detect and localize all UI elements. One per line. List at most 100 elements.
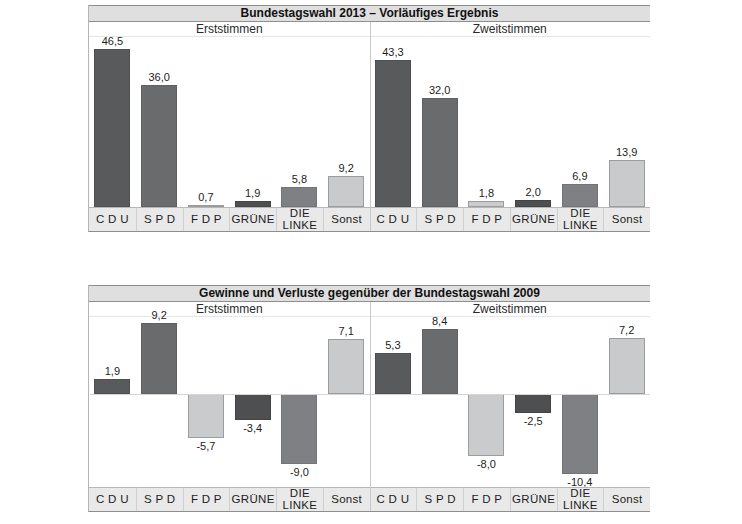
- category-label: C D U: [370, 207, 417, 231]
- bar: [141, 323, 177, 394]
- plot-cell: 8,4: [416, 317, 463, 487]
- category-label: Sonst: [603, 207, 650, 231]
- category-label: S P D: [416, 207, 463, 231]
- plot-cell: 1,8: [463, 37, 510, 207]
- panel-erststimmen: 1,99,2-5,7-3,4-9,07,1: [89, 317, 370, 487]
- category-column: Sonst: [323, 487, 370, 511]
- category-label: DIE LINKE: [276, 207, 323, 231]
- category-column: F D P: [463, 207, 510, 231]
- category-label: F D P: [463, 207, 510, 231]
- value-label: -9,0: [290, 466, 309, 478]
- category-column: DIE LINKE: [557, 487, 604, 511]
- panel-divider: [370, 302, 371, 511]
- category-label: C D U: [89, 207, 136, 231]
- category-label: C D U: [370, 487, 417, 511]
- plot-cell: 32,0: [416, 37, 463, 207]
- bar-column: 8,4: [416, 317, 463, 487]
- category-column: C D U: [370, 487, 417, 511]
- category-label: DIE LINKE: [276, 487, 323, 511]
- value-label: 8,4: [432, 315, 447, 327]
- bar: [609, 338, 645, 394]
- bar-column: 32,0: [416, 37, 463, 207]
- category-column: DIE LINKE: [276, 207, 323, 231]
- bar-column: -2,5: [510, 317, 557, 487]
- bar-column: 1,8: [463, 37, 510, 207]
- plot-cell: 0,7: [183, 37, 230, 207]
- category-column: C D U: [89, 207, 136, 231]
- category-column: F D P: [463, 487, 510, 511]
- value-label: 32,0: [429, 84, 450, 96]
- bar: [328, 176, 364, 207]
- category-band-erststimmen: C D US P DF D PGRÜNEDIE LINKESonst: [89, 207, 370, 231]
- bar: [422, 329, 458, 394]
- panel-title-erststimmen: Erststimmen: [89, 22, 370, 36]
- category-column: GRÜNE: [510, 487, 557, 511]
- panel-zweitstimmen: 5,3 8,4 -8,0 -2,5 -10,47,2: [370, 317, 651, 487]
- plot-cell: 5,8: [276, 37, 323, 207]
- bar-column: 0,7: [183, 37, 230, 207]
- category-column: F D P: [183, 487, 230, 511]
- value-label: 5,3: [385, 339, 400, 351]
- plot-cell: -9,0: [276, 317, 323, 487]
- panel-title-zweitstimmen: Zweitstimmen: [370, 22, 651, 36]
- category-label: GRÜNE: [229, 487, 276, 511]
- plot-cell: -3,4: [229, 317, 276, 487]
- value-label: 5,8: [292, 173, 307, 185]
- category-column: Sonst: [603, 207, 650, 231]
- chart-title: Gewinne und Verluste gegenüber der Bunde…: [89, 285, 650, 302]
- bar-column: -8,0: [463, 317, 510, 487]
- panel-divider: [370, 22, 371, 231]
- bar: [562, 394, 598, 474]
- category-column: GRÜNE: [229, 487, 276, 511]
- bar-column: 7,2: [603, 317, 650, 487]
- panel-erststimmen: 46,5 36,0 0,7 1,9 5,8 9,2: [89, 37, 370, 207]
- bar-column: 6,9: [557, 37, 604, 207]
- category-column: DIE LINKE: [276, 487, 323, 511]
- bar-column: 9,2: [323, 37, 370, 207]
- value-label: 7,1: [338, 325, 353, 337]
- bar: [94, 49, 130, 207]
- value-label: 36,0: [148, 71, 169, 83]
- category-column: S P D: [416, 207, 463, 231]
- plot-cell: 7,1: [323, 317, 370, 487]
- plot-cell: 36,0: [136, 37, 183, 207]
- category-column: GRÜNE: [510, 207, 557, 231]
- bar-column: -5,7: [183, 317, 230, 487]
- plot-cell: -2,5: [510, 317, 557, 487]
- category-label: S P D: [416, 487, 463, 511]
- value-label: 43,3: [382, 46, 403, 58]
- plot-cell: 46,5: [89, 37, 136, 207]
- plot-cell: 5,3: [370, 317, 417, 487]
- value-label: 1,9: [245, 187, 260, 199]
- category-column: DIE LINKE: [557, 207, 604, 231]
- bar: [515, 394, 551, 413]
- bar-column: -10,4: [557, 317, 604, 487]
- plot-cell: -8,0: [463, 317, 510, 487]
- category-band-erststimmen: C D US P DF D PGRÜNEDIE LINKESonst: [89, 487, 370, 511]
- category-column: C D U: [89, 487, 136, 511]
- category-label: GRÜNE: [229, 207, 276, 231]
- plot-cell: 1,9: [229, 37, 276, 207]
- value-label: -8,0: [477, 458, 496, 470]
- plot-cell: 7,2: [603, 317, 650, 487]
- category-column: S P D: [416, 487, 463, 511]
- category-label: Sonst: [323, 487, 370, 511]
- bar-column: 2,0: [510, 37, 557, 207]
- bar-column: -3,4: [229, 317, 276, 487]
- category-label: GRÜNE: [510, 487, 557, 511]
- panel-title-erststimmen: Erststimmen: [89, 302, 370, 316]
- bar-column: 36,0: [136, 37, 183, 207]
- bar: [235, 394, 271, 420]
- value-label: 9,2: [338, 162, 353, 174]
- page: Bundestagswahl 2013 – Vorläufiges Ergebn…: [0, 0, 742, 524]
- bar-column: 1,9: [229, 37, 276, 207]
- bar-column: 5,3: [370, 317, 417, 487]
- value-label: 9,2: [151, 309, 166, 321]
- category-label: DIE LINKE: [557, 487, 604, 511]
- category-column: C D U: [370, 207, 417, 231]
- value-label: -2,5: [524, 415, 543, 427]
- category-column: F D P: [183, 207, 230, 231]
- category-label: F D P: [463, 487, 510, 511]
- bar: [281, 187, 317, 207]
- bar-column: 13,9: [603, 37, 650, 207]
